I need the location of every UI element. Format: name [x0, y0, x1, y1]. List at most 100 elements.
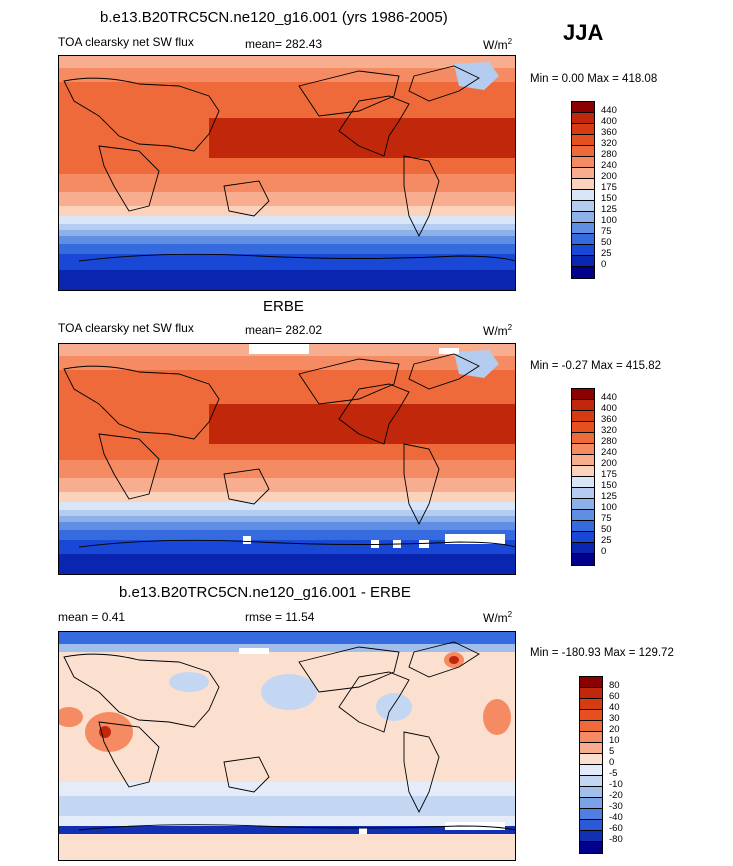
colorbar-segment [572, 201, 594, 212]
colorbar-tick-label: -40 [609, 812, 623, 823]
colorbar-tick-label: 0 [601, 259, 607, 270]
colorbar-segment [572, 466, 594, 477]
colorbar-segment [572, 433, 594, 444]
colorbar-tick-label: 25 [601, 535, 612, 546]
colorbar-segment [572, 190, 594, 201]
colorbar-segment [572, 135, 594, 146]
panel-title: ERBE [263, 298, 304, 315]
mean-label: mean= 282.02 [245, 323, 323, 337]
units-label: W/m2 [483, 323, 513, 338]
variable-label: TOA clearsky net SW flux [58, 35, 194, 49]
colorbar-segment [572, 444, 594, 455]
colorbar-segment [580, 699, 602, 710]
colorbar-tick-label: 100 [601, 215, 617, 226]
colorbar-segment [580, 688, 602, 699]
colorbar [579, 676, 603, 854]
colorbar-tick-label: -30 [609, 801, 623, 812]
colorbar-tick-label: -10 [609, 779, 623, 790]
colorbar-tick-label: 10 [609, 735, 620, 746]
colorbar-tick-label: -5 [609, 768, 618, 779]
mean-label: mean= 282.43 [245, 37, 323, 51]
colorbar-tick-label: 200 [601, 171, 617, 182]
colorbar-tick-label: 150 [601, 480, 617, 491]
colorbar-segment [572, 389, 594, 400]
colorbar-segment [580, 842, 602, 853]
colorbar-tick-label: 100 [601, 502, 617, 513]
colorbar-segment [572, 411, 594, 422]
colorbar-tick-label: 75 [601, 513, 612, 524]
colorbar-segment [572, 157, 594, 168]
colorbar-segment [580, 710, 602, 721]
colorbar-tick-label: 360 [601, 127, 617, 138]
colorbar-tick-label: 50 [601, 524, 612, 535]
colorbar-tick-label: 240 [601, 160, 617, 171]
colorbar-segment [572, 113, 594, 124]
colorbar-segment [572, 223, 594, 234]
colorbar-segment [580, 743, 602, 754]
colorbar-segment [572, 267, 594, 278]
colorbar-tick-label: 280 [601, 436, 617, 447]
colorbar [571, 101, 595, 279]
map-plot [58, 631, 516, 861]
colorbar-tick-label: 175 [601, 469, 617, 480]
rmse-label: rmse = 11.54 [245, 610, 315, 624]
colorbar-tick-label: 400 [601, 403, 617, 414]
colorbar-segment [580, 798, 602, 809]
minmax-label: Min = -0.27 Max = 415.82 [530, 360, 662, 372]
colorbar-segment [572, 124, 594, 135]
colorbar-segment [572, 543, 594, 554]
colorbar-tick-label: 30 [609, 713, 620, 724]
colorbar-segment [572, 554, 594, 565]
colorbar-tick-label: 50 [601, 237, 612, 248]
colorbar-tick-label: -80 [609, 834, 623, 845]
colorbar-tick-label: 75 [601, 226, 612, 237]
colorbar-tick-label: 25 [601, 248, 612, 259]
colorbar-tick-label: 125 [601, 491, 617, 502]
colorbar-tick-label: 440 [601, 392, 617, 403]
colorbar-tick-label: 400 [601, 116, 617, 127]
colorbar-segment [580, 831, 602, 842]
colorbar-segment [572, 179, 594, 190]
colorbar-segment [572, 499, 594, 510]
colorbar-tick-label: 360 [601, 414, 617, 425]
units-label: W/m2 [483, 610, 513, 625]
map-plot [58, 343, 516, 575]
colorbar-tick-label: -20 [609, 790, 623, 801]
colorbar-tick-label: 60 [609, 691, 620, 702]
colorbar-segment [572, 146, 594, 157]
colorbar-segment [572, 168, 594, 179]
colorbar-segment [580, 776, 602, 787]
colorbar-segment [580, 721, 602, 732]
colorbar-tick-label: 40 [609, 702, 620, 713]
colorbar [571, 388, 595, 566]
colorbar-tick-label: 150 [601, 193, 617, 204]
colorbar-segment [572, 488, 594, 499]
season-label: JJA [563, 20, 604, 45]
colorbar-segment [580, 754, 602, 765]
colorbar-tick-label: 5 [609, 746, 615, 757]
colorbar-segment [572, 400, 594, 411]
panel-title: b.e13.B20TRC5CN.ne120_g16.001 (yrs 1986-… [100, 9, 448, 26]
colorbar-segment [572, 510, 594, 521]
colorbar-segment [572, 521, 594, 532]
colorbar-segment [580, 677, 602, 688]
colorbar-tick-label: 0 [601, 546, 607, 557]
colorbar-tick-label: 320 [601, 425, 617, 436]
colorbar-tick-label: 0 [609, 757, 615, 768]
panel-title: b.e13.B20TRC5CN.ne120_g16.001 - ERBE [119, 584, 411, 601]
colorbar-segment [580, 809, 602, 820]
colorbar-segment [572, 102, 594, 113]
colorbar-tick-label: 20 [609, 724, 620, 735]
colorbar-tick-label: 240 [601, 447, 617, 458]
colorbar-segment [572, 455, 594, 466]
colorbar-tick-label: 200 [601, 458, 617, 469]
units-label: W/m2 [483, 37, 513, 52]
variable-label: TOA clearsky net SW flux [58, 321, 194, 335]
colorbar-segment [580, 732, 602, 743]
colorbar-segment [580, 787, 602, 798]
colorbar-tick-label: -60 [609, 823, 623, 834]
map-plot [58, 55, 516, 291]
colorbar-segment [572, 234, 594, 245]
colorbar-tick-label: 280 [601, 149, 617, 160]
colorbar-segment [572, 245, 594, 256]
